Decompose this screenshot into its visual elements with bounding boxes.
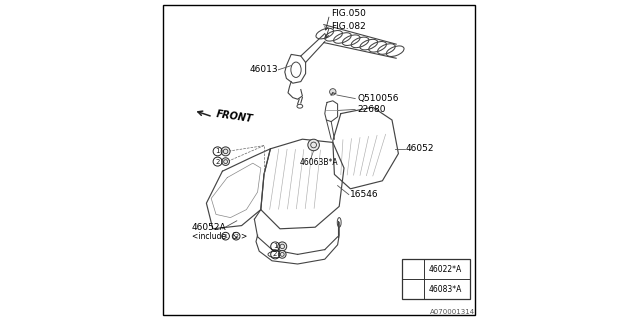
Text: FIG.050: FIG.050 xyxy=(332,9,366,18)
Text: 22680: 22680 xyxy=(358,105,387,114)
Text: 1: 1 xyxy=(215,148,220,154)
Text: 46052: 46052 xyxy=(406,144,435,153)
Text: 2: 2 xyxy=(405,286,410,292)
Circle shape xyxy=(278,251,286,258)
Text: 2: 2 xyxy=(273,252,277,257)
Text: 2: 2 xyxy=(234,234,238,239)
Text: 1: 1 xyxy=(223,234,228,239)
Text: Q510056: Q510056 xyxy=(358,94,399,103)
Text: 1: 1 xyxy=(405,266,410,272)
Text: >: > xyxy=(241,232,247,241)
Circle shape xyxy=(221,147,230,156)
Circle shape xyxy=(222,158,230,165)
Text: 46063B*A: 46063B*A xyxy=(300,158,338,167)
Text: A070001314: A070001314 xyxy=(430,309,475,315)
Text: 46022*A: 46022*A xyxy=(428,265,461,274)
Text: 16546: 16546 xyxy=(349,190,378,199)
Text: 46052A: 46052A xyxy=(192,223,227,232)
Text: FRONT: FRONT xyxy=(215,109,253,124)
Circle shape xyxy=(330,89,336,95)
Bar xyxy=(402,259,470,299)
Text: 46083*A: 46083*A xyxy=(428,285,461,294)
Text: 1: 1 xyxy=(273,244,278,249)
Circle shape xyxy=(278,242,287,251)
Text: &: & xyxy=(231,232,237,241)
Text: 2: 2 xyxy=(216,159,220,164)
Circle shape xyxy=(308,139,319,151)
Text: <include: <include xyxy=(192,232,228,241)
Text: FIG.082: FIG.082 xyxy=(332,22,366,31)
Text: 46013: 46013 xyxy=(249,65,278,74)
